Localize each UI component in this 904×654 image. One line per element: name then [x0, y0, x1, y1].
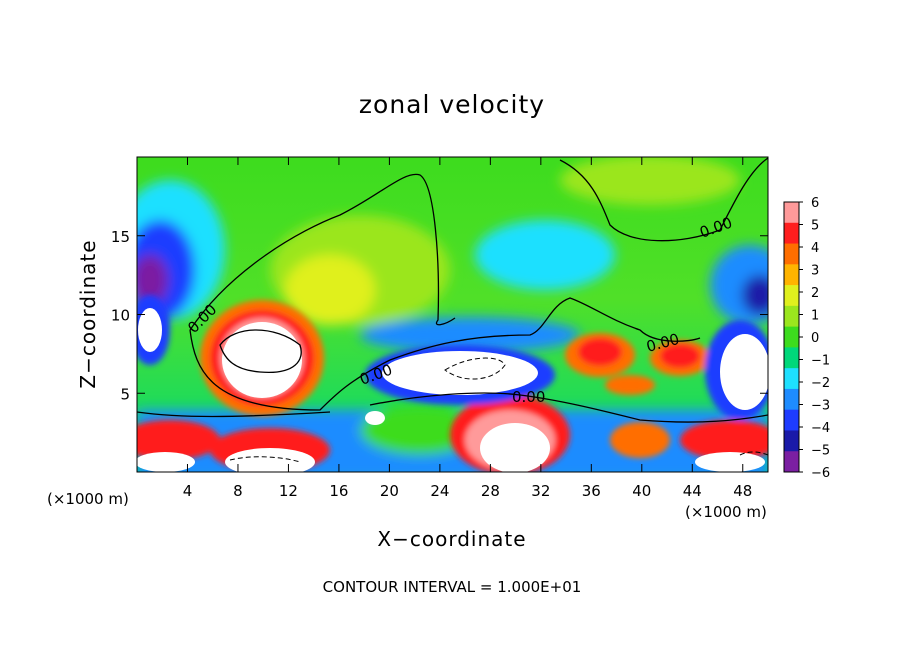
- x-tick-label: 36: [582, 482, 601, 500]
- x-axis-label: X−coordinate: [377, 527, 526, 551]
- colorbar-swatch: [784, 326, 799, 348]
- y-tick-label: 5: [120, 385, 130, 403]
- colorbar-swatch: [784, 451, 799, 473]
- colorbar-tick-label: −6: [811, 466, 830, 481]
- x-axis-ticks: 4 8 12 16 20 24 28 32 36 40 44 48: [183, 157, 752, 500]
- colorbar-tick-label: 0: [811, 331, 819, 346]
- x-tick-label: 28: [481, 482, 500, 500]
- colorbar-swatch: [784, 305, 799, 328]
- x-unit-right: (×1000 m): [685, 503, 767, 521]
- colorbar-tick-label: 1: [811, 309, 819, 324]
- colorbar-tick-label: 6: [811, 196, 819, 211]
- colorbar-tick-label: 3: [811, 264, 819, 279]
- colorbar-tick-label: 2: [811, 286, 819, 301]
- colorbar-tick-label: −1: [811, 354, 830, 369]
- x-tick-label: 20: [380, 482, 399, 500]
- colorbar-tick-label: −3: [811, 399, 830, 414]
- colorbar-swatch: [784, 222, 799, 245]
- y-axis-ticks: 5 10 15: [111, 228, 768, 403]
- colorbar-swatch: [784, 409, 799, 431]
- x-unit-left: (×1000 m): [47, 490, 129, 508]
- colorbar-tick-label: −5: [811, 444, 830, 459]
- colorbar-swatch: [784, 388, 799, 411]
- x-tick-label: 48: [733, 482, 752, 500]
- y-tick-label: 15: [111, 228, 130, 246]
- colorbar-tick-label: 4: [811, 241, 819, 256]
- x-tick-label: 8: [233, 482, 243, 500]
- colorbar-swatch: [784, 368, 799, 390]
- chart-title: zonal velocity: [359, 90, 545, 119]
- colorbar-swatch: [784, 347, 799, 369]
- colorbar-swatch: [784, 430, 799, 452]
- contour-interval-note: CONTOUR INTERVAL = 1.000E+01: [323, 578, 582, 596]
- heatmap-field: 0.00 0.00 0.00 0.00 0.00: [137, 157, 768, 472]
- colorbar-swatch: [784, 285, 799, 307]
- colorbar-swatch: [784, 202, 799, 224]
- colorbar-tick-label: −2: [811, 376, 830, 391]
- x-tick-label: 40: [632, 482, 651, 500]
- x-tick-label: 44: [683, 482, 702, 500]
- colorbar-tick-label: −4: [811, 421, 830, 436]
- x-tick-label: 12: [279, 482, 298, 500]
- x-tick-label: 32: [531, 482, 550, 500]
- x-tick-label: 24: [430, 482, 449, 500]
- zero-contours: [137, 157, 768, 423]
- colorbar-swatch: [784, 264, 799, 286]
- y-axis-label: Z−coordinate: [76, 239, 100, 388]
- colorbar-tick-label: 5: [811, 219, 819, 234]
- y-tick-label: 10: [111, 307, 130, 325]
- x-tick-label: 4: [183, 482, 193, 500]
- colorbar-swatch: [784, 243, 799, 265]
- x-tick-label: 16: [329, 482, 348, 500]
- contour-label: 0.00: [512, 388, 545, 406]
- colorbar: 6 5 4 3 2 1 0 −1 −2 −3 −4 −5 −6: [783, 196, 830, 481]
